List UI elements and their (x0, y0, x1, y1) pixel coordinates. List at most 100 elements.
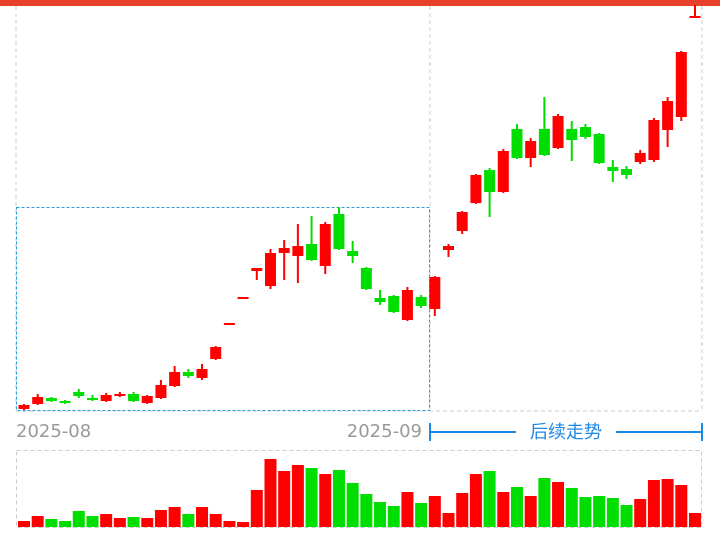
volume-bar (565, 488, 578, 527)
volume-bar (442, 513, 455, 527)
volume-bar (305, 468, 318, 527)
volume-bar (428, 496, 441, 527)
candle-body (155, 385, 167, 398)
volume-bar (374, 502, 387, 527)
candle-body (662, 101, 674, 130)
volume-bar (18, 521, 30, 527)
candle-body (59, 401, 71, 403)
volume-frame (16, 450, 702, 528)
candle-body (360, 268, 372, 289)
top-bar (0, 0, 720, 6)
volume-bar (72, 511, 85, 527)
candle-body (401, 290, 413, 320)
volume-bar (620, 505, 633, 527)
volume-bar (634, 499, 647, 527)
volume-bar (154, 510, 167, 527)
candle-body (319, 224, 331, 266)
volume-bar (387, 506, 400, 527)
candle-body (634, 153, 646, 162)
candle-body (388, 296, 400, 312)
candle-body (415, 297, 427, 306)
candle-body (251, 268, 263, 271)
volume-bar (675, 485, 688, 527)
candle-body (579, 127, 591, 137)
candle-body (484, 170, 496, 192)
candle-body (689, 16, 701, 18)
volume-bar (332, 470, 345, 527)
volume-bar (469, 474, 482, 527)
candle-body (237, 297, 249, 299)
candle-body (374, 298, 386, 302)
volume-bar (552, 482, 565, 527)
candle-body (169, 372, 181, 386)
volume-bar (415, 503, 428, 527)
candle-body (73, 392, 85, 396)
volume-bar (141, 518, 154, 527)
candle-body (538, 129, 550, 155)
volume-bar (250, 490, 263, 527)
candle-body (566, 129, 578, 140)
candle-body (333, 214, 345, 249)
volume-bar (593, 496, 606, 527)
volume-bar (127, 517, 140, 527)
volume-bar (319, 474, 332, 527)
candle-body (675, 52, 687, 117)
volume-bar (278, 471, 291, 527)
candle-body (86, 398, 98, 400)
candle-body (18, 405, 30, 409)
volume-bar (346, 483, 359, 527)
volume-bar (223, 521, 236, 527)
volume-bar (45, 519, 58, 527)
candle-body (114, 394, 126, 396)
candle-body (443, 246, 455, 250)
volume-bar (209, 514, 222, 527)
candle-body (223, 323, 235, 325)
candle-body (511, 129, 523, 158)
volume-bar (483, 471, 496, 527)
volume-bar (86, 516, 99, 527)
candle-body (141, 396, 153, 403)
candle-body (182, 372, 194, 376)
x-label: 2025-09 (347, 421, 422, 442)
annotation: 后续走势 (530, 422, 602, 443)
candle-body (100, 395, 112, 401)
volume-bar (579, 497, 592, 527)
candle-body (593, 134, 605, 163)
volume-bar (31, 516, 44, 527)
volume-bar (538, 478, 551, 527)
candle-body (45, 398, 57, 401)
volume-bar (168, 507, 181, 527)
volume-bar (59, 521, 72, 527)
volume-bar (196, 507, 209, 527)
candle-body (497, 151, 509, 192)
volume-bar (264, 459, 277, 527)
volume-bar (510, 487, 523, 527)
volume-bar (661, 479, 674, 527)
candle-body (470, 175, 482, 203)
volume-bar (291, 465, 304, 527)
volume-bar (182, 514, 195, 527)
volume-bar (113, 518, 126, 527)
candle-body (648, 120, 660, 160)
candle-body (552, 116, 564, 148)
candle-body (210, 347, 222, 359)
candle-body (128, 394, 140, 401)
volume-bar (360, 494, 373, 527)
candle-body (429, 277, 441, 309)
candle-body (292, 246, 304, 256)
highlight-box (16, 207, 430, 411)
candle-body (347, 251, 359, 256)
candle-body (525, 141, 537, 158)
x-label: 2025-08 (16, 421, 91, 442)
volume-bar (100, 514, 113, 527)
candle-body (264, 253, 276, 286)
candle-body (456, 212, 468, 231)
volume-bar (456, 493, 469, 527)
candle-body (32, 397, 44, 404)
candle-body (306, 244, 318, 260)
candle-body (621, 169, 633, 175)
candle-body (278, 248, 290, 253)
volume-bar (606, 498, 619, 527)
volume-bar (647, 480, 660, 527)
